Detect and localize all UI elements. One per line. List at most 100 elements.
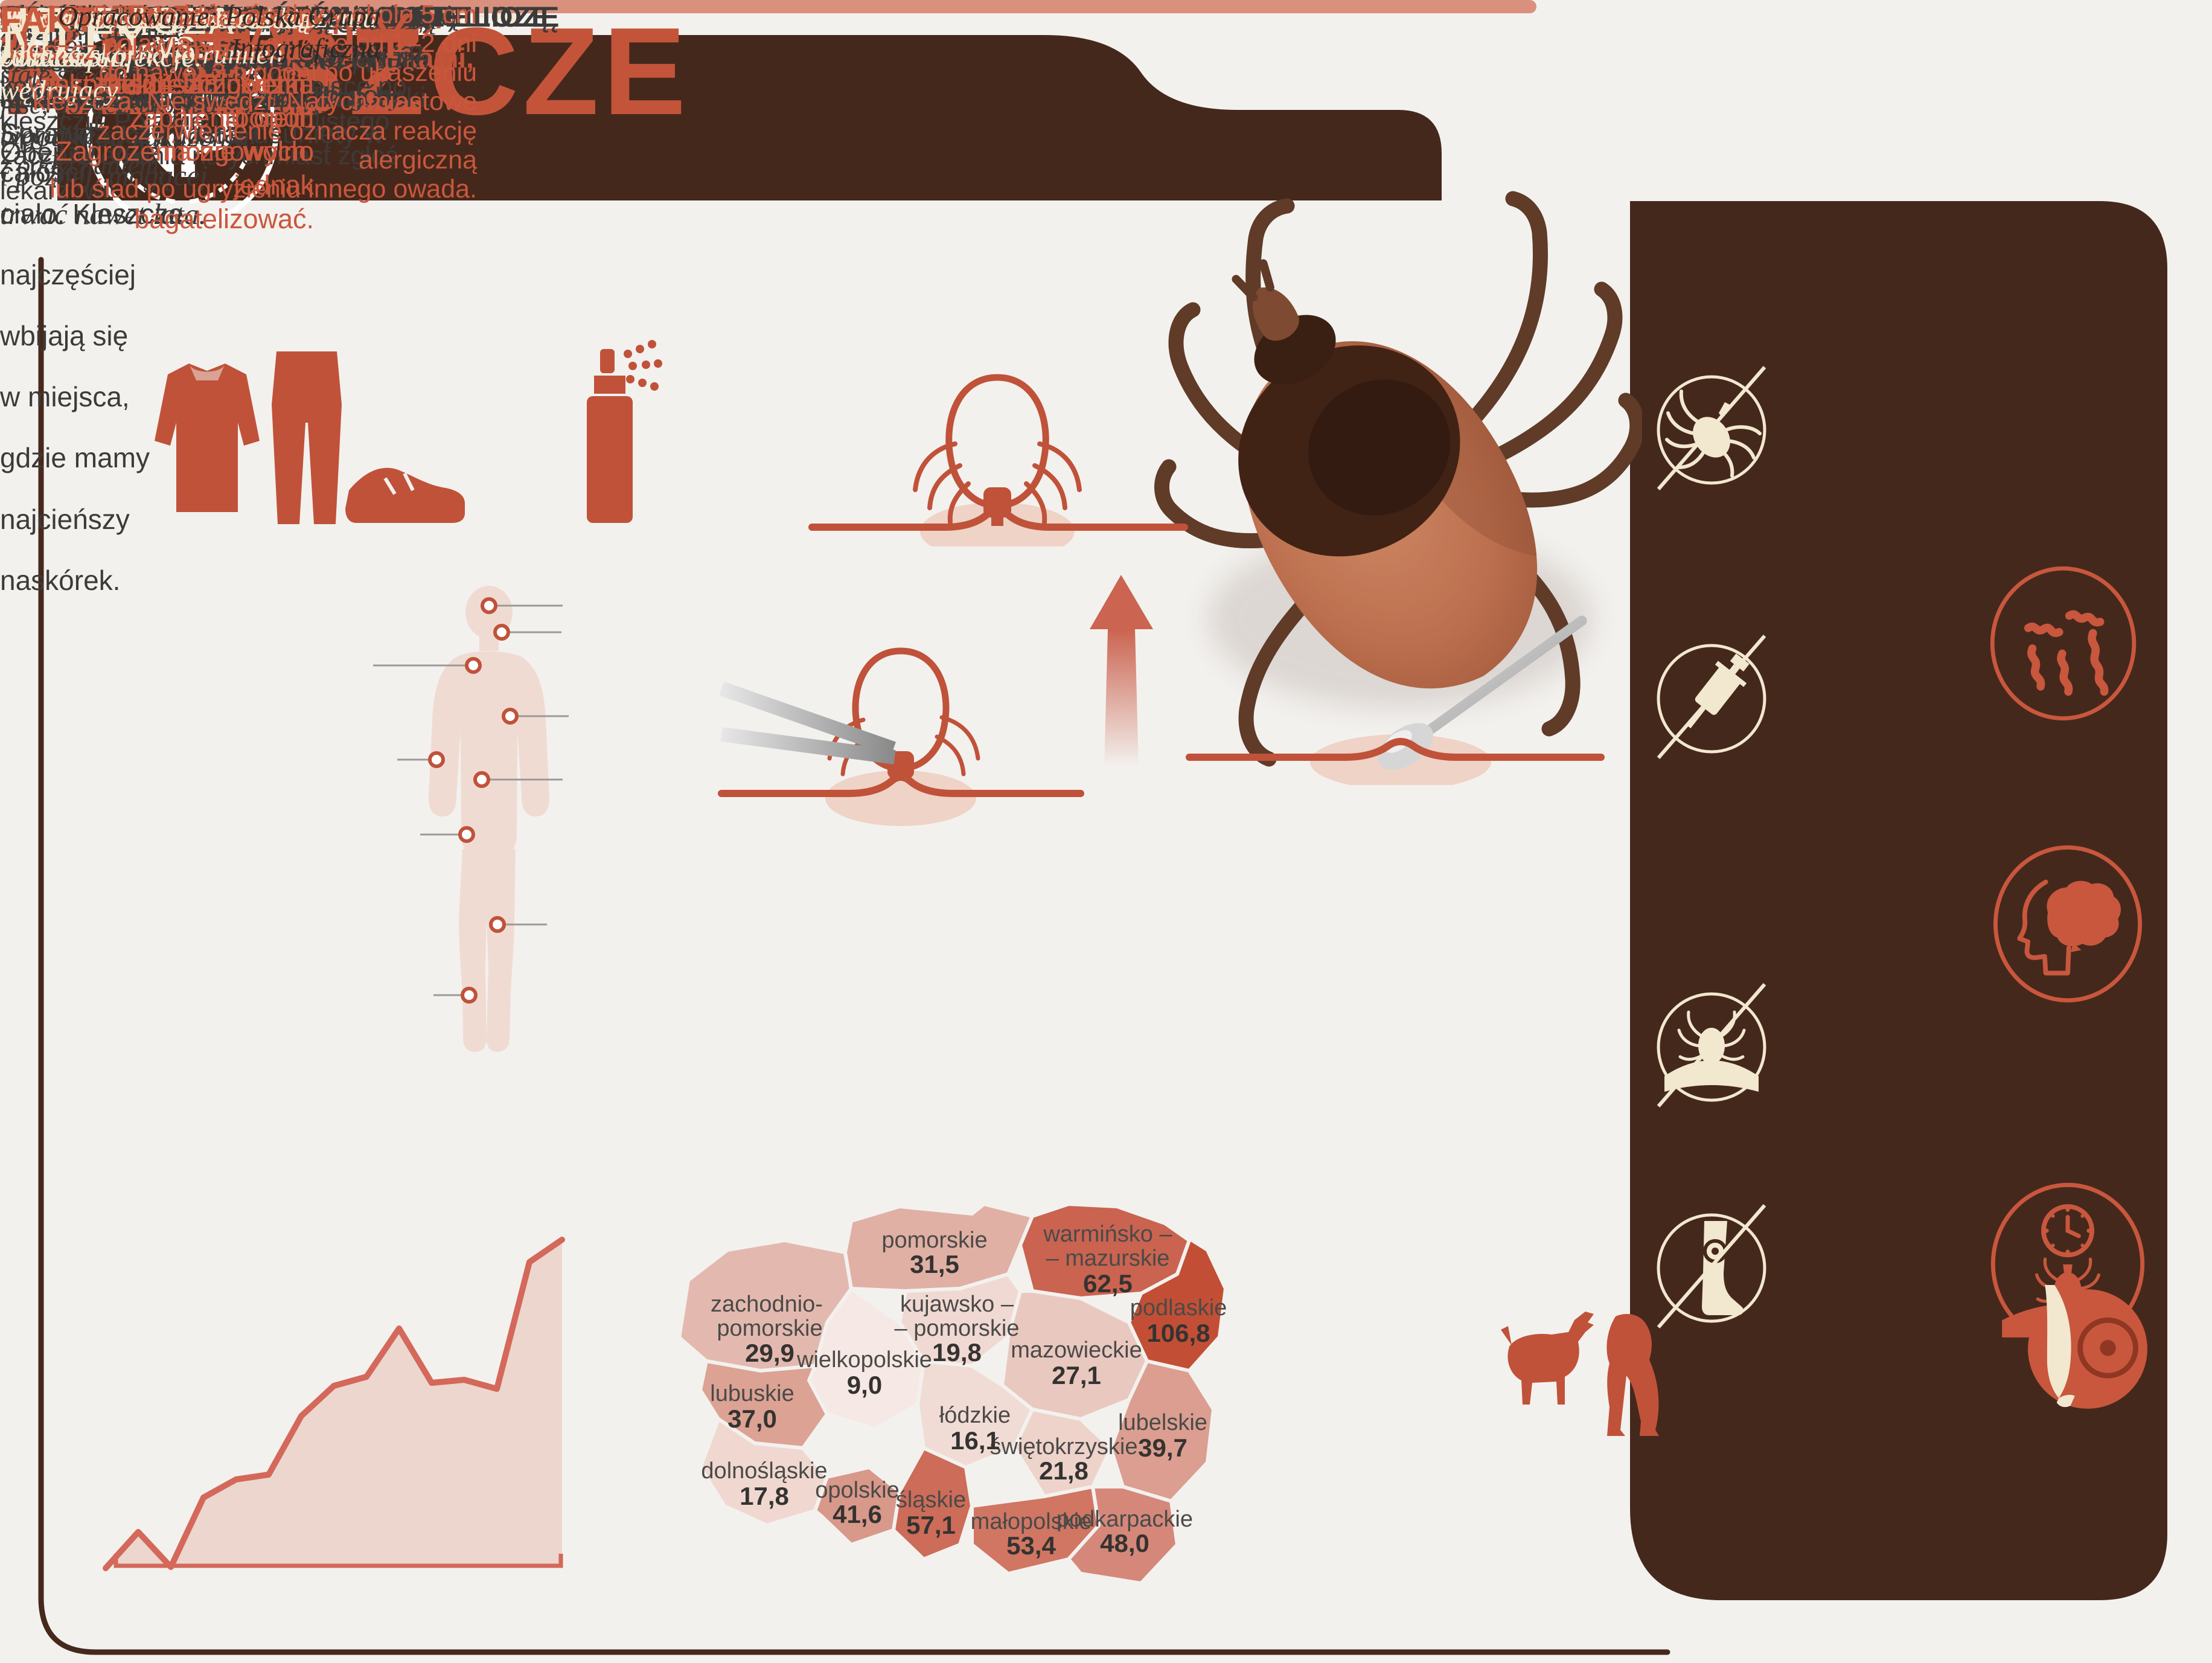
- symptom-item-4: kolanowych.: [0, 0, 246, 33]
- disease-item-3: bartonelozę,: [0, 0, 184, 33]
- map-value: 41,6: [833, 1500, 882, 1528]
- map-label: lubuskie: [710, 1381, 794, 1406]
- disease-text-1: wirusowe zapalenie mózgu,: [28, 1, 377, 33]
- symptom-item-3: zapalenie stawów: [0, 0, 246, 66]
- map-label: mazowieckie: [1011, 1338, 1142, 1363]
- map-label: – pomorskie: [895, 1316, 1020, 1341]
- step1-tick-diagram: [808, 374, 1188, 546]
- fakt-text-3: Aby doszło do zakażenia, kleszcz musi po…: [5, 1, 314, 100]
- pants-icon: [272, 351, 342, 524]
- title-mity: MITY: [0, 1, 153, 72]
- map-label: świętokrzyskie: [990, 1434, 1138, 1460]
- map-value: 39,7: [1138, 1434, 1188, 1462]
- map-label: podlaskie: [1130, 1295, 1227, 1321]
- shirt-icon: [155, 364, 260, 512]
- fakt-label-1: FAKT: [0, 1, 97, 40]
- step1-text: Jeśli zauważysz wbitego kleszcza, nie sm…: [0, 0, 474, 117]
- step3-text: Dokładnie umyj ręce. Zdezynfekuj rankę p…: [0, 0, 483, 209]
- credit-line: Opracowanie: Polska Grupa Infograficzna: [57, 1, 380, 63]
- clothing-icons: [155, 351, 465, 524]
- step2-text-part2: Złap go tuż przy skórze. Pociągnij lekko…: [0, 41, 415, 188]
- fakt-label-2: FAKT: [0, 1, 97, 40]
- fakt-text-4: Rumień o średnicy okolo 5 cm pojawia się…: [32, 0, 477, 203]
- map-value: 57,1: [906, 1511, 956, 1539]
- map-label: śląskie: [896, 1487, 966, 1513]
- region-podkarpackie: [1067, 1485, 1179, 1585]
- sidebar-myths-facts-title: MITY vs. FAKTY: [0, 0, 412, 73]
- map-value: 21,8: [1039, 1456, 1088, 1485]
- step3-text-part2: obserwuj miejsce po kleszczu. Pojawienie…: [0, 72, 407, 206]
- step2-text: Aby usunąć kleszcza, użyj pensety. Złap …: [0, 0, 459, 191]
- fakt-label-3: FAKT: [0, 1, 97, 40]
- map-label: podkarpackie: [1056, 1507, 1193, 1532]
- diseases-intro: Zarażone kleszcze, oprócz boreliozy, prz…: [0, 4, 342, 75]
- no-rash-leg-icon: [1657, 1204, 1766, 1328]
- step1-text-line3: nie przypalaj, ani nie szarp na boki.: [0, 81, 434, 113]
- step3-text-part1: Dokładnie umyj ręce. Zdezynfekuj rankę p…: [0, 2, 462, 101]
- step3-swab-diagram: [1186, 615, 1605, 785]
- disease-item-4: anaplazmozę.: [0, 0, 205, 33]
- map-value: 53,4: [1006, 1531, 1056, 1560]
- mit-text-4: Pojawiająca się tuż po ukąszeniu zmiana …: [0, 2, 377, 107]
- mit-text-2: Przed boreliozą można się zaszczepić.: [0, 2, 312, 73]
- no-tick-bite-icon: [1657, 983, 1766, 1107]
- mit-label-2: MIT: [0, 1, 62, 39]
- erythema-hand-icon: [2028, 1285, 2147, 1409]
- map-value: 31,5: [910, 1250, 959, 1278]
- map-label: dolnośląskie: [701, 1458, 827, 1484]
- sidebar-title: BORELIOZA: [0, 1, 236, 42]
- symptom-text-4: kolanowych.: [86, 1, 246, 33]
- map-label: lubelskie: [1118, 1410, 1207, 1435]
- map-value: 62,5: [1083, 1269, 1133, 1298]
- map-label: zachodnio-: [711, 1292, 823, 1317]
- map-value: 37,0: [727, 1405, 777, 1433]
- data-source: Źródło: NIZP-PZH: [23, 1, 241, 32]
- fakt-text-2: Istnieje tylko szczepionka przeciwko odk…: [7, 1, 314, 167]
- header-band: [57, 35, 1442, 200]
- chart-title-line2-rest: (w latach 2000–2014): [151, 1, 432, 33]
- no-vaccine-syringe-icon: [1657, 635, 1766, 759]
- title-fakty: FAKTY: [209, 1, 412, 72]
- map-title: MAPA ZAPADALNOŚCI NA BORELIOZĘ: [0, 1, 551, 33]
- map-value: 106,8: [1146, 1319, 1210, 1347]
- bullet-ring-icon: [94, 5, 113, 24]
- map-label: wielkopolskie: [796, 1347, 932, 1373]
- symptom-text-1: rumień,: [149, 1, 246, 33]
- map-value: 48,0: [1100, 1529, 1149, 1557]
- map-label: – mazurskie: [1046, 1246, 1170, 1271]
- map-label: pomorskie: [881, 1228, 987, 1253]
- lasy-panstwowe-logo-icon: LASY PAŃSTWOWE: [83, 34, 279, 229]
- fakt-text-1: Około 30% kleszczy w Polsce jest nosicie…: [43, 1, 314, 234]
- mit-text-3: Już samo wkłucie kleszcza oznacza infekc…: [0, 2, 312, 73]
- body-silhouette-diagram: [373, 586, 569, 1052]
- region-slaskie: [892, 1446, 974, 1561]
- mit-label-3: MIT: [0, 1, 62, 39]
- map-total-label: Ogółem w Polsce:: [0, 1, 273, 39]
- mit-label-1: MIT: [0, 1, 62, 39]
- map-value: 17,8: [740, 1482, 789, 1510]
- map-value: 19,8: [932, 1338, 982, 1367]
- brain-head-icon: [1993, 845, 2143, 1002]
- mit-text-1: Każdy kleszcz przenosi boreliozę.: [0, 2, 272, 73]
- step1-text-warning: nie smaruj go żadnymi specyfikami,: [0, 42, 474, 74]
- map-label: warmińsko –: [1043, 1222, 1172, 1247]
- symptom-text-2: bóle korzonków,: [38, 1, 246, 33]
- mit-label-4: MIT: [0, 1, 62, 39]
- repellent-spray-icon: [587, 340, 662, 523]
- region-opolskie: [813, 1466, 901, 1546]
- disease-text-2: babeszjozę,: [28, 1, 179, 33]
- body-label-under-knees: pod kolanami: [6, 3, 118, 72]
- advice-body-check-text: Zdejmij ubranie i wytrzep je. Obejrzyj c…: [0, 14, 190, 596]
- map-value: 9,0: [847, 1371, 882, 1399]
- step2-tweezers-diagram: [718, 575, 1153, 826]
- symptom-item-1: rumień,: [0, 0, 246, 33]
- no-tick-icon: [1657, 366, 1766, 490]
- babesiosis-text: Choroba groźna zwłaszcza dla psów. Zaraż…: [0, 0, 318, 180]
- symptom-text-3: zapalenie stawów: [122, 1, 247, 66]
- spirochete-icon: [1990, 566, 2137, 720]
- map-label: małopolskie: [971, 1509, 1092, 1534]
- map-label: pomorskie: [717, 1316, 822, 1341]
- borreliosis-area-chart: [103, 1237, 565, 1571]
